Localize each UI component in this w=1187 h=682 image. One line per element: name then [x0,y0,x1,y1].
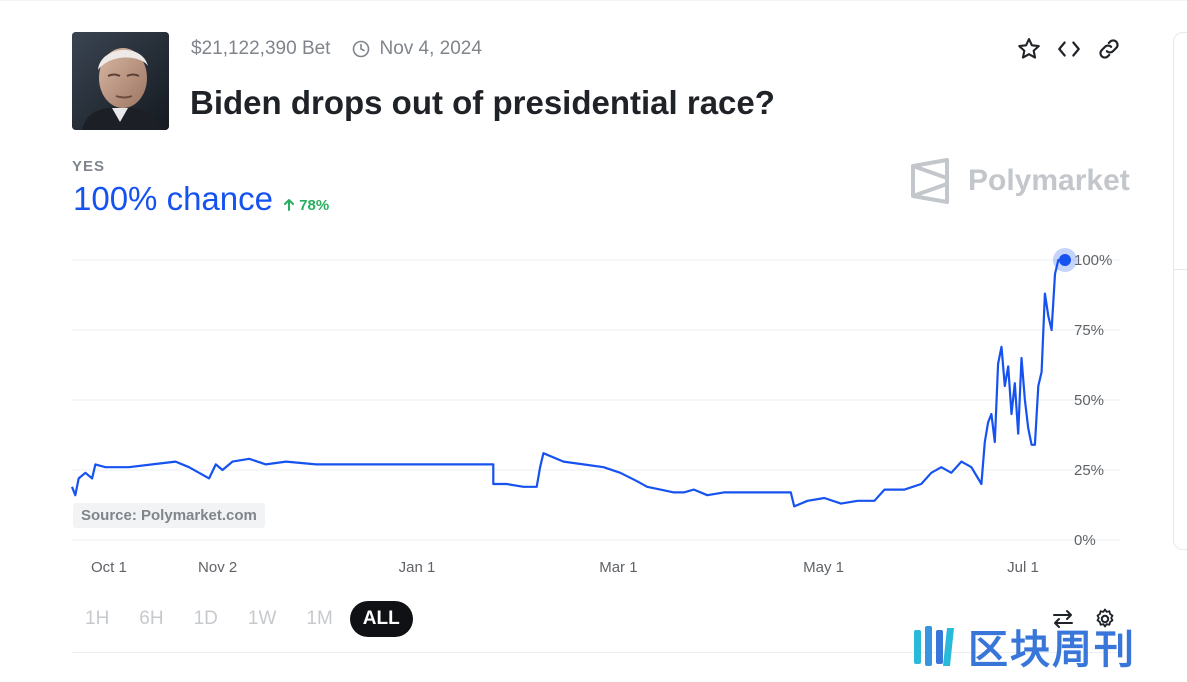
volume-text: $21,122,390 Bet [191,38,331,59]
top-divider [0,0,1187,1]
series-line-yes [70,258,1065,508]
range-1m[interactable]: 1M [306,608,333,629]
arrow-up-icon [283,199,294,211]
x-tick-label: Nov 2 [198,559,237,576]
range-selector: 1H 6H 1D 1W 1M ALL [72,601,413,637]
brand-logo: Polymarket [910,158,1130,204]
series-layer [70,248,1077,508]
range-1d[interactable]: 1D [193,608,218,629]
chance-delta: 78% [283,197,329,214]
x-axis: Oct 1 Nov 2 Jan 1 Mar 1 May 1 Jul 1 [91,559,1039,576]
watermark: 区块周刊 [910,617,1136,675]
range-all[interactable]: ALL [349,601,413,637]
price-chart: 0% 25% 50% 75% 100% Oct 1 Nov 2 Jan 1 Mar 1 May … [70,248,1120,576]
x-tick-label: May 1 [803,559,844,576]
side-panel-edge [1173,32,1187,550]
market-actions [1016,35,1122,63]
y-tick-label: 0% [1074,532,1096,549]
y-tick-label: 100% [1074,252,1112,269]
chart-tools [1051,607,1117,631]
chart-settings-button[interactable] [1093,607,1117,631]
y-axis: 0% 25% 50% 75% 100% [1074,252,1112,549]
code-embed-icon [1058,41,1080,57]
watermark-text: 区块周刊 [968,628,1136,672]
market-meta: $21,122,390 Bet Nov 4, 2024 [191,37,482,61]
chart-grid [72,259,1120,541]
outcome-chance: 100% chance 78% [73,180,329,218]
swap-arrows-icon [1053,610,1073,628]
x-tick-label: Mar 1 [599,559,637,576]
polymarket-logo-icon [911,158,949,204]
x-tick-label: Oct 1 [91,559,127,576]
range-1w[interactable]: 1W [247,608,277,629]
link-icon [1099,39,1119,59]
last-point-marker [1059,254,1071,266]
gear-icon [1096,608,1114,628]
x-tick-label: Jan 1 [399,559,436,576]
favorite-button[interactable] [1016,35,1042,63]
copy-link-button[interactable] [1096,35,1122,63]
y-tick-label: 25% [1074,462,1104,479]
end-date-text: Nov 4, 2024 [379,38,482,59]
range-1h[interactable]: 1H [85,608,110,629]
brand-name: Polymarket [968,164,1130,197]
portrait-image [72,32,169,130]
market-avatar [72,32,169,130]
chance-value: 100% chance [73,180,273,217]
x-tick-label: Jul 1 [1007,559,1039,576]
chance-delta-text: 78% [299,197,330,214]
market-title: Biden drops out of presidential race? [190,84,775,121]
star-icon [1018,38,1040,59]
outcome-label: YES [72,158,106,175]
end-date: Nov 4, 2024 [352,38,482,60]
embed-button[interactable] [1056,35,1082,63]
side-panel-divider [1173,269,1187,270]
bottom-divider [72,652,1122,653]
y-tick-label: 50% [1074,392,1104,409]
watermark-logo-icon [914,626,954,666]
source-note: Source: Polymarket.com [73,503,265,528]
range-6h[interactable]: 6H [139,608,164,629]
swap-outcome-button[interactable] [1051,607,1075,631]
clock-icon [353,40,370,58]
y-tick-label: 75% [1074,322,1104,339]
